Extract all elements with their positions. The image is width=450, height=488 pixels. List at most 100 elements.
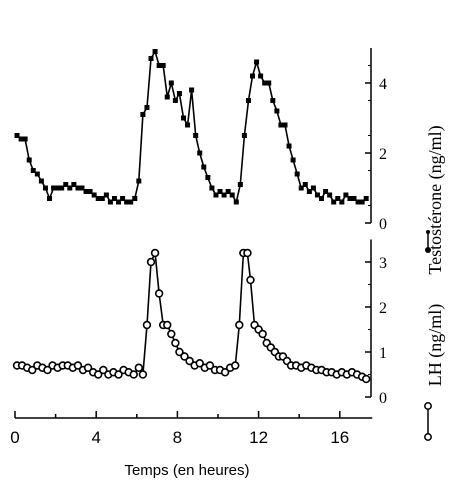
lh-point <box>246 275 255 285</box>
y-tick-label: 0 <box>379 216 387 233</box>
lh-point <box>138 370 148 379</box>
testosterone-point <box>250 73 256 79</box>
testosterone-point <box>152 49 158 54</box>
testosterone-point <box>140 112 146 117</box>
testosterone-point <box>278 122 284 128</box>
testosterone-point <box>270 98 276 103</box>
testosterone-legend-marker <box>426 230 430 234</box>
testosterone-point <box>180 115 186 121</box>
lh-point <box>243 248 252 258</box>
testosterone-point <box>314 192 320 198</box>
lh-point <box>142 320 152 330</box>
testosterone-point <box>95 196 101 201</box>
testosterone-point <box>164 94 170 100</box>
testosterone-point <box>91 192 97 198</box>
x-axis: 0 4 8 12 16 <box>10 230 432 447</box>
testosterone-point <box>189 87 195 93</box>
lh-point <box>175 347 184 357</box>
testosterone-point <box>319 196 325 201</box>
y-tick-label: 3 <box>379 255 387 272</box>
y-tick-label: 1 <box>379 345 387 362</box>
testosterone-point <box>282 122 288 128</box>
testosterone-point <box>363 196 369 201</box>
testosterone-point <box>176 91 182 96</box>
y-tick-label: 0 <box>379 390 387 407</box>
testosterone-point <box>241 133 247 138</box>
testosterone-point <box>71 182 77 187</box>
testosterone-point <box>205 175 211 180</box>
testosterone-point <box>168 80 174 86</box>
lh-point <box>28 365 37 375</box>
lh-point <box>258 329 267 339</box>
testosterone-point <box>359 199 365 205</box>
testosterone-point <box>274 108 280 114</box>
testosterone-point <box>87 189 93 194</box>
testosterone-point <box>351 196 357 201</box>
testosterone-point <box>347 196 353 201</box>
testosterone-point <box>201 164 207 170</box>
lh-point <box>94 370 103 379</box>
lh-point <box>129 370 138 379</box>
lh-chart: 0 1 2 3 <box>12 239 387 407</box>
lh-point <box>185 356 194 366</box>
lh-point <box>171 338 180 348</box>
lh-point <box>361 374 371 384</box>
testosterone-point <box>172 98 178 103</box>
testosterone-point <box>83 189 89 194</box>
testosterone-point <box>38 178 44 184</box>
testosterone-point <box>34 171 40 177</box>
testosterone-point <box>302 182 308 187</box>
testosterone-point <box>111 196 117 201</box>
testosterone-point <box>262 80 268 86</box>
testosterone-point <box>225 189 231 194</box>
testosterone-point <box>237 182 243 187</box>
testosterone-point <box>217 189 223 194</box>
testosterone-point <box>193 133 199 138</box>
testosterone-point <box>213 192 219 198</box>
testosterone-point <box>75 185 81 191</box>
testosterone-point <box>148 56 154 61</box>
testosterone-point <box>30 168 36 173</box>
testosterone-point <box>18 136 24 142</box>
testosterone-point <box>355 199 361 205</box>
y-tick-label: 2 <box>379 146 387 163</box>
testosterone-point <box>47 196 53 201</box>
testosterone-point <box>290 157 296 163</box>
lh-axis-title: LH (ng/ml) <box>425 304 446 387</box>
testosterone-point <box>42 185 48 191</box>
testosterone-point <box>51 185 57 191</box>
lh-point <box>163 320 172 330</box>
lh-point <box>99 365 108 375</box>
testosterone-point <box>310 185 316 191</box>
testosterone-point <box>63 182 69 187</box>
lh-point <box>180 352 189 361</box>
testosterone-point <box>128 199 134 205</box>
x-tick-label: 8 <box>173 428 182 447</box>
testosterone-point <box>99 196 105 201</box>
testosterone-point <box>229 192 235 198</box>
testosterone-point <box>14 133 20 138</box>
testosterone-point <box>107 199 113 205</box>
lh-point <box>150 248 160 258</box>
testosterone-point <box>294 171 300 177</box>
testosterone-point <box>156 63 162 68</box>
x-tick-label: 4 <box>91 428 100 447</box>
testosterone-point <box>323 189 329 194</box>
lh-point <box>146 257 156 267</box>
testosterone-point <box>136 178 142 184</box>
lh-point <box>83 363 93 372</box>
x-tick-label: 0 <box>10 428 19 447</box>
lh-point <box>231 361 240 370</box>
testosterone-point <box>266 80 272 86</box>
y-tick-label: 2 <box>379 300 387 317</box>
testosterone-legend-marker <box>425 247 431 253</box>
testosterone-point <box>26 157 32 163</box>
testosterone-point <box>103 192 109 198</box>
testosterone-series-line <box>16 49 367 205</box>
lh-point <box>114 370 123 379</box>
testosterone-point <box>67 185 73 191</box>
testosterone-point <box>233 199 239 205</box>
testosterone-axis-title: Testostérone (ng/ml) <box>425 125 446 274</box>
testosterone-point <box>221 192 227 198</box>
